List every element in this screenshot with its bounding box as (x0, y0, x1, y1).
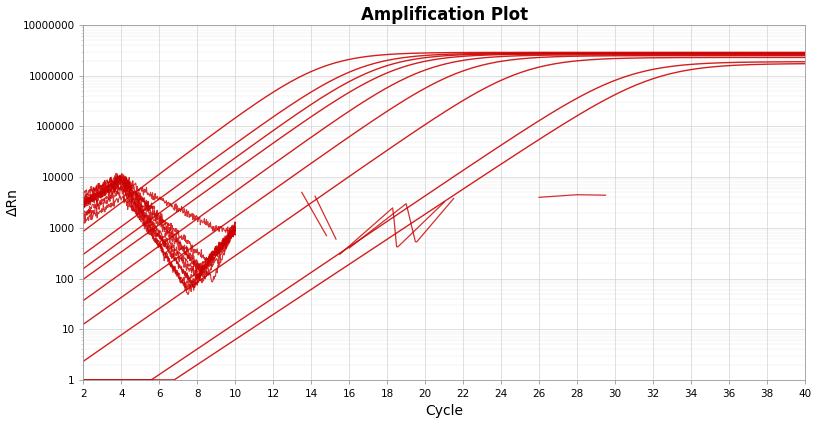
X-axis label: Cycle: Cycle (425, 404, 463, 418)
Y-axis label: ΔRn: ΔRn (6, 189, 20, 216)
Title: Amplification Plot: Amplification Plot (360, 6, 528, 24)
